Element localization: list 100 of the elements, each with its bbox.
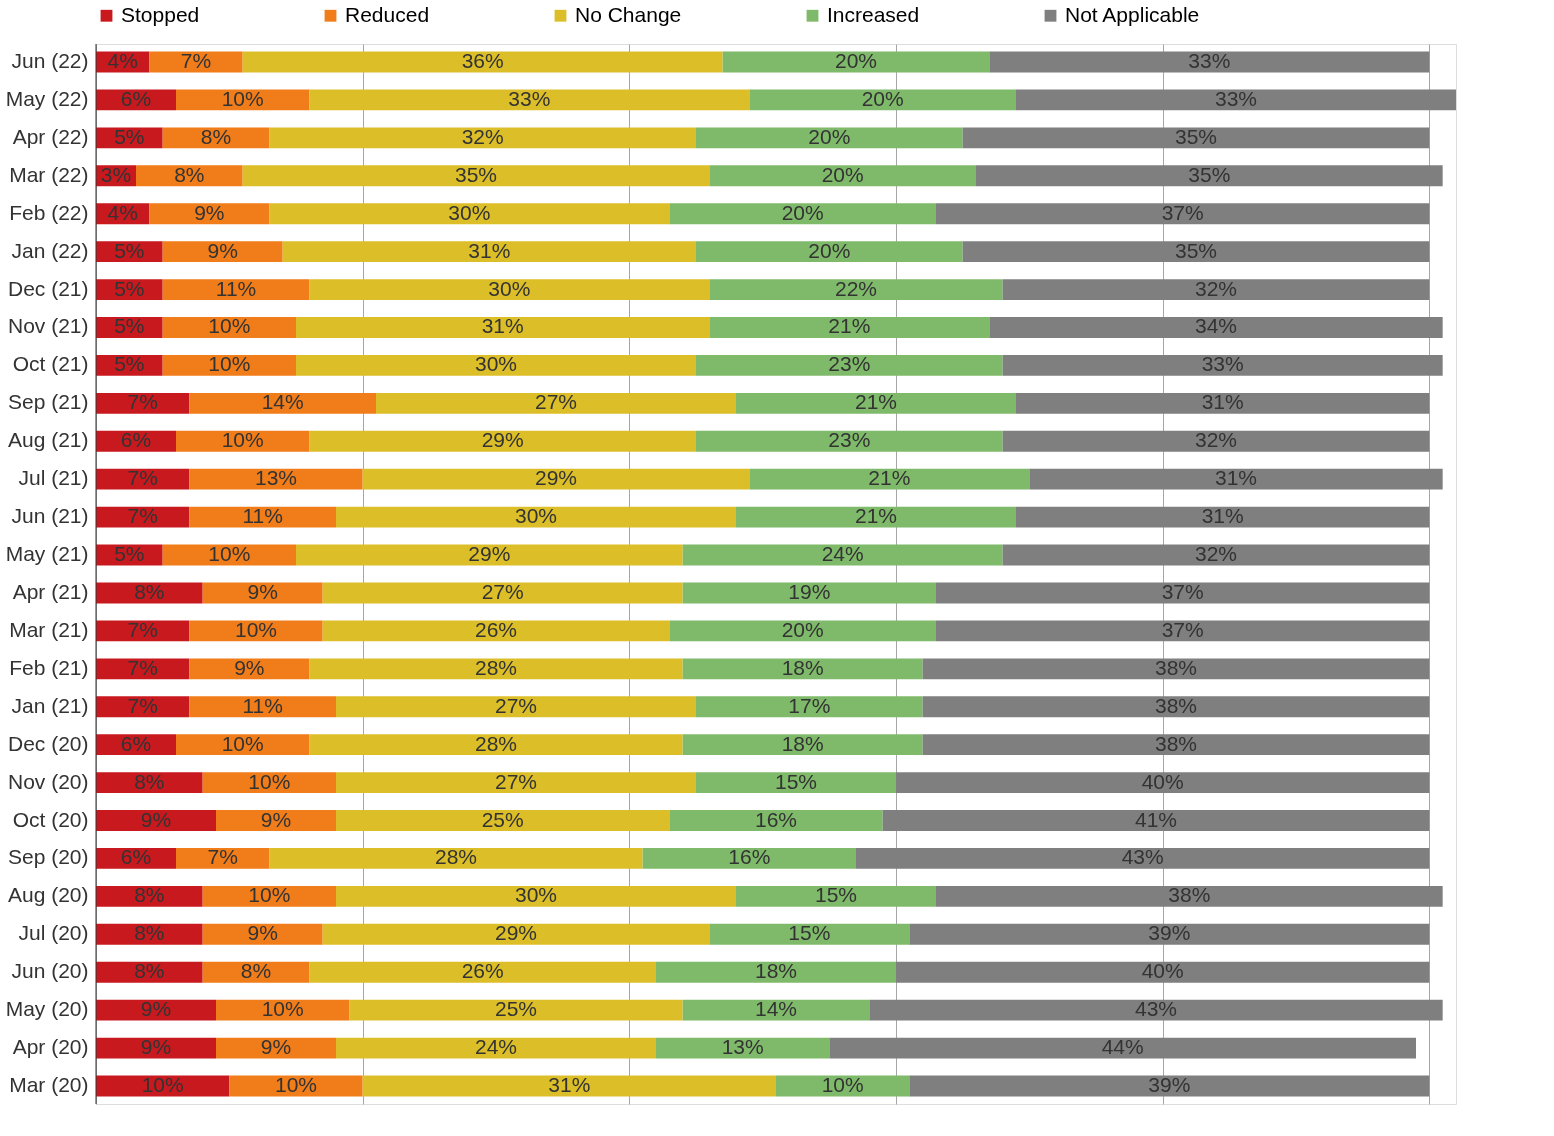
bar [869, 999, 1443, 1021]
bar [909, 923, 1430, 945]
bar [189, 620, 323, 642]
data-label: 15% [788, 921, 831, 945]
bar [936, 885, 1443, 907]
data-label: 8% [134, 921, 165, 945]
bar [162, 241, 283, 263]
data-label: 8% [134, 959, 165, 983]
bar [296, 544, 683, 566]
data-label: 33% [1188, 49, 1231, 73]
y-tick-label: Feb (22) [9, 200, 89, 224]
bar [162, 279, 310, 300]
bar [269, 203, 670, 225]
data-label: 30% [474, 352, 518, 376]
bar [202, 923, 323, 945]
bar [322, 620, 670, 642]
bar [656, 961, 896, 983]
data-label: 10% [141, 1072, 184, 1096]
bar [309, 430, 696, 452]
bar [216, 810, 336, 831]
bar [922, 696, 1430, 718]
bar [976, 165, 1443, 187]
bar [962, 127, 1430, 149]
bar [682, 734, 923, 756]
data-label: 10% [261, 997, 304, 1021]
bar [362, 1075, 776, 1097]
data-label: 21% [868, 466, 911, 490]
bar [309, 734, 683, 756]
data-label: 43% [1134, 997, 1178, 1021]
bar [896, 961, 1430, 983]
legend-label: No Change [575, 2, 682, 26]
bar [829, 1037, 1416, 1059]
data-label: 18% [781, 731, 824, 755]
bar [896, 772, 1430, 794]
bar [1016, 89, 1456, 111]
data-label: 3% [100, 162, 132, 186]
bar [162, 354, 296, 376]
y-tick-label: Sep (21) [7, 390, 89, 414]
bar [189, 658, 310, 680]
bar [669, 203, 936, 225]
bar [1002, 544, 1430, 566]
data-label: 9% [140, 807, 172, 831]
data-label: 21% [854, 504, 898, 528]
legend-label: Reduced [345, 2, 430, 26]
data-label: 34% [1194, 314, 1238, 338]
data-label: 19% [788, 579, 831, 603]
bar [696, 354, 1003, 376]
data-label: 30% [448, 200, 491, 224]
bar [189, 506, 336, 528]
bar [349, 999, 683, 1021]
y-tick-label: May (20) [5, 997, 89, 1021]
bar [696, 696, 923, 718]
data-label: 23% [828, 428, 871, 452]
data-label: 9% [140, 997, 172, 1021]
bar [189, 468, 363, 490]
bar [269, 848, 643, 869]
bar [189, 392, 376, 414]
bar [749, 468, 1030, 490]
bar [642, 848, 856, 869]
data-label: 10% [221, 86, 264, 110]
bar [709, 279, 1003, 300]
data-label: 43% [1121, 845, 1164, 869]
data-label: 10% [274, 1072, 318, 1096]
bar [176, 430, 310, 452]
bar [176, 848, 270, 869]
data-label: 22% [834, 276, 878, 300]
data-label: 31% [548, 1072, 591, 1096]
bar [189, 696, 336, 718]
data-label: 5% [114, 238, 145, 262]
bar [696, 772, 896, 794]
data-label: 10% [221, 428, 264, 452]
data-label: 27% [494, 769, 538, 793]
data-label: 10% [208, 352, 251, 376]
data-label: 25% [481, 807, 524, 831]
data-label: 4% [107, 200, 138, 224]
bar [682, 544, 1003, 566]
data-label: 35% [1188, 162, 1231, 186]
bar [269, 127, 696, 149]
bar [882, 810, 1430, 831]
bar [749, 89, 1016, 111]
bar [362, 468, 750, 490]
bar [936, 203, 1430, 225]
y-tick-label: Mar (20) [9, 1072, 89, 1096]
data-label: 20% [861, 86, 904, 110]
data-label: 20% [808, 238, 851, 262]
bar [936, 582, 1430, 604]
bar [722, 51, 990, 73]
y-tick-label: Aug (21) [7, 428, 89, 452]
data-label: 18% [754, 959, 798, 983]
data-label: 26% [474, 617, 518, 641]
bar [696, 430, 1003, 452]
data-label: 10% [234, 617, 278, 641]
data-label: 36% [461, 49, 504, 73]
data-label: 37% [1161, 200, 1204, 224]
data-label: 5% [114, 314, 145, 338]
data-label: 9% [260, 807, 292, 831]
data-label: 10% [208, 542, 251, 566]
bar [709, 923, 910, 945]
data-label: 21% [828, 314, 871, 338]
y-tick-label: Apr (20) [12, 1035, 89, 1059]
